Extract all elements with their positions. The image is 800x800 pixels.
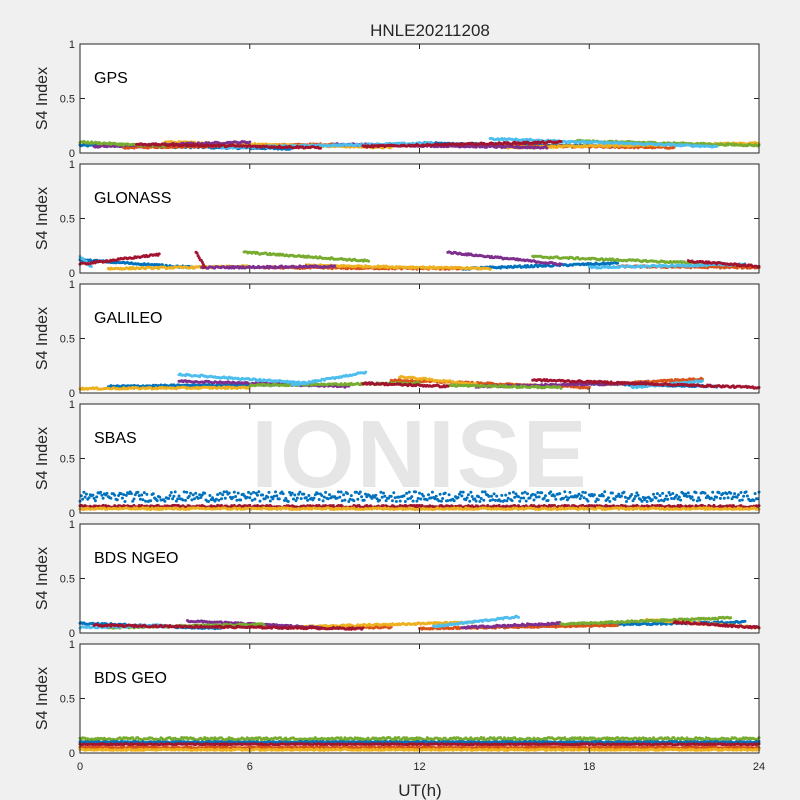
y-tick-label: 0.5 <box>60 214 75 226</box>
y-axis-label: S4 Index <box>34 187 51 250</box>
data-point <box>157 252 161 256</box>
data-point <box>559 262 563 266</box>
panel-label: GLONASS <box>94 190 171 207</box>
data-point <box>248 140 252 144</box>
data-point <box>715 144 719 148</box>
data-point <box>203 265 206 269</box>
data-point <box>201 263 205 267</box>
data-point <box>559 140 563 143</box>
data-point <box>89 265 93 268</box>
data-series-group <box>78 136 761 151</box>
data-point <box>559 386 563 390</box>
data-point <box>333 264 337 268</box>
y-tick-label: 1 <box>69 159 75 171</box>
data-point <box>616 261 619 265</box>
axes-background <box>80 164 759 273</box>
y-axis-label: S4 Index <box>34 67 51 130</box>
data-point <box>319 146 322 150</box>
data-point <box>545 146 549 150</box>
y-tick-label: 1 <box>69 39 75 51</box>
panel-label: GPS <box>94 70 128 87</box>
axes-background <box>80 44 759 153</box>
data-point <box>367 259 371 263</box>
figure-title: HNLE20211208 <box>370 21 490 40</box>
data-point <box>195 251 199 255</box>
y-tick-label: 0.5 <box>60 94 75 106</box>
data-point <box>488 267 492 271</box>
